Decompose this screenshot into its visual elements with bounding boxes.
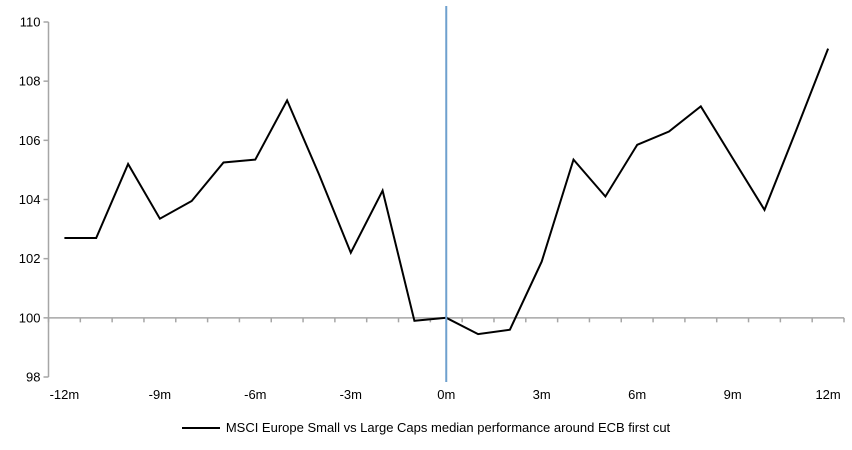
x-tick-label: -3m bbox=[340, 387, 362, 402]
x-tick-label: 3m bbox=[533, 387, 551, 402]
y-tick-label: 106 bbox=[19, 133, 41, 148]
x-tick-label: 9m bbox=[724, 387, 742, 402]
x-tick-label: -12m bbox=[50, 387, 80, 402]
legend: MSCI Europe Small vs Large Caps median p… bbox=[0, 420, 852, 435]
y-tick-label: 108 bbox=[19, 74, 41, 89]
y-tick-label: 104 bbox=[19, 192, 41, 207]
y-tick-label: 100 bbox=[19, 310, 41, 325]
y-tick-label: 110 bbox=[20, 15, 41, 30]
x-tick-label: -9m bbox=[149, 387, 171, 402]
x-tick-label: 12m bbox=[815, 387, 840, 402]
x-tick-label: 6m bbox=[628, 387, 646, 402]
x-tick-label: 0m bbox=[437, 387, 455, 402]
x-tick-label: -6m bbox=[244, 387, 266, 402]
y-tick-label: 102 bbox=[19, 251, 41, 266]
legend-line-swatch bbox=[181, 426, 220, 429]
legend-label: MSCI Europe Small vs Large Caps median p… bbox=[225, 420, 671, 435]
y-tick-label: 98 bbox=[26, 370, 40, 385]
